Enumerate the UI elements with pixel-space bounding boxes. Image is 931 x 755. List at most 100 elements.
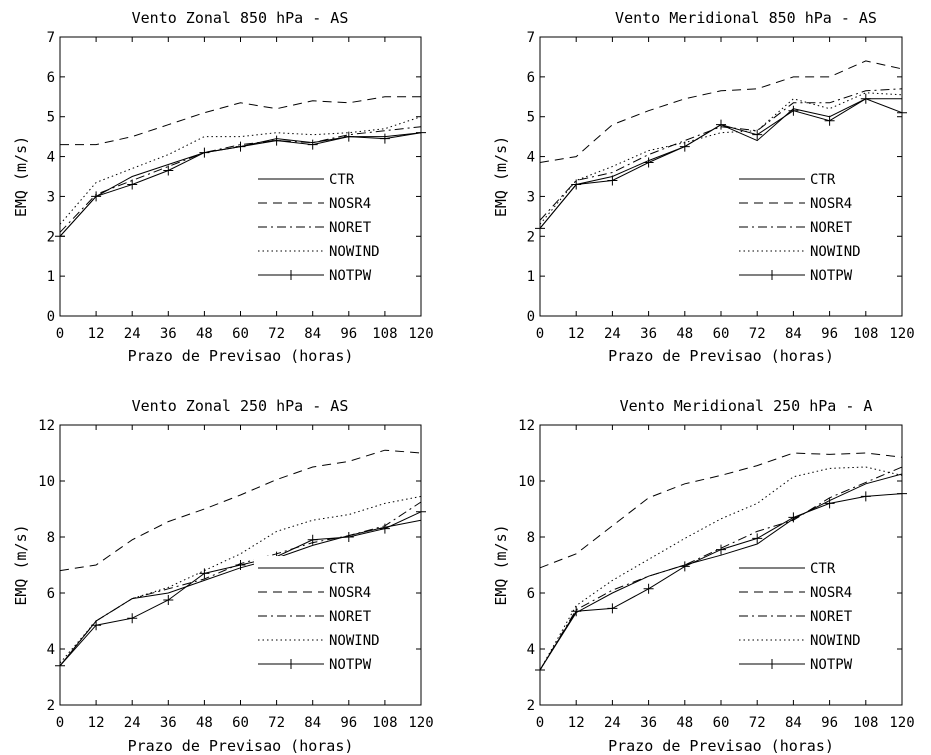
x-tick-label: 0 bbox=[56, 326, 64, 342]
x-tick-label: 36 bbox=[160, 715, 177, 731]
y-tick-label: 4 bbox=[527, 642, 535, 658]
data-point-marker bbox=[897, 107, 907, 118]
y-tick-label: 7 bbox=[527, 30, 535, 46]
data-point-marker bbox=[307, 534, 318, 545]
y-axis-label: EMQ (m/s) bbox=[12, 524, 30, 605]
y-tick-label: 2 bbox=[47, 698, 55, 714]
data-point-marker bbox=[752, 129, 763, 140]
data-point-marker bbox=[824, 498, 835, 509]
series-line-noret bbox=[539, 88, 903, 221]
legend: CTR NOSR4 NORET NOWIND NOTPW bbox=[254, 556, 415, 678]
data-point-marker bbox=[607, 175, 618, 186]
legend-marker bbox=[286, 659, 296, 669]
x-tick-label: 48 bbox=[676, 715, 693, 731]
legend-label: NOTPW bbox=[810, 268, 853, 284]
y-tick-label: 0 bbox=[527, 309, 535, 325]
legend-label: NORET bbox=[810, 220, 853, 236]
data-point-marker bbox=[163, 165, 174, 176]
series-line-ctr bbox=[539, 473, 903, 671]
x-tick-label: 24 bbox=[124, 326, 141, 342]
data-point-marker bbox=[679, 141, 690, 152]
x-tick-label: 108 bbox=[372, 326, 397, 342]
x-tick-label: 108 bbox=[372, 715, 397, 731]
legend-background bbox=[254, 556, 415, 678]
data-point-marker bbox=[860, 93, 871, 104]
data-point-marker bbox=[860, 491, 871, 502]
data-point-marker bbox=[788, 105, 799, 116]
x-axis-label: Prazo de Previsao (horas) bbox=[128, 737, 354, 755]
data-point-marker bbox=[824, 115, 835, 126]
series-line-noret bbox=[59, 126, 422, 233]
series-line-nowind bbox=[59, 116, 422, 225]
data-point-marker bbox=[607, 603, 618, 614]
data-point-marker bbox=[163, 595, 174, 605]
x-tick-label: 48 bbox=[196, 715, 213, 731]
x-tick-label: 0 bbox=[536, 326, 544, 342]
data-point-marker bbox=[199, 568, 210, 579]
y-tick-label: 6 bbox=[527, 70, 535, 86]
data-point-marker bbox=[716, 119, 726, 130]
x-tick-label: 36 bbox=[160, 326, 177, 342]
data-point-marker bbox=[127, 613, 138, 624]
x-tick-label: 108 bbox=[853, 326, 878, 342]
x-tick-label: 36 bbox=[640, 326, 657, 342]
data-point-marker bbox=[416, 127, 426, 138]
legend-label: NOSR4 bbox=[329, 585, 371, 601]
x-tick-label: 96 bbox=[821, 715, 838, 731]
x-tick-label: 72 bbox=[749, 326, 766, 342]
legend-label: NOTPW bbox=[810, 657, 853, 673]
data-point-marker bbox=[788, 512, 799, 523]
legend: CTR NOSR4 NORET NOWIND NOTPW bbox=[735, 556, 896, 678]
series-line-nosr4 bbox=[539, 452, 903, 569]
y-axis-label: EMQ (m/s) bbox=[492, 524, 510, 605]
y-tick-label: 0 bbox=[47, 309, 55, 325]
x-tick-label: 60 bbox=[232, 715, 249, 731]
y-tick-label: 3 bbox=[47, 189, 55, 205]
x-tick-label: 84 bbox=[304, 715, 321, 731]
data-point-marker bbox=[571, 606, 582, 617]
x-tick-label: 24 bbox=[124, 715, 141, 731]
x-axis-label: Prazo de Previsao (horas) bbox=[128, 347, 354, 365]
x-tick-label: 72 bbox=[268, 715, 285, 731]
legend-label: CTR bbox=[810, 172, 836, 188]
x-tick-label: 72 bbox=[749, 715, 766, 731]
legend-background bbox=[735, 167, 896, 289]
data-point-marker bbox=[91, 191, 102, 202]
legend-label: NORET bbox=[329, 609, 372, 625]
chart-panel-1: Vento Zonal 850 hPa - AS0 12 24 36 48 60 72 84 9… bbox=[12, 9, 434, 365]
y-tick-label: 7 bbox=[47, 30, 55, 46]
x-tick-label: 24 bbox=[604, 326, 621, 342]
y-tick-label: 8 bbox=[47, 530, 55, 546]
x-tick-label: 12 bbox=[568, 715, 585, 731]
data-point-marker bbox=[752, 533, 763, 544]
x-tick-label: 84 bbox=[785, 715, 802, 731]
legend-label: NOWIND bbox=[329, 633, 380, 649]
legend-label: CTR bbox=[329, 172, 355, 188]
data-point-marker bbox=[91, 620, 102, 631]
legend-label: NORET bbox=[810, 609, 853, 625]
data-point-marker bbox=[571, 179, 582, 190]
y-tick-label: 6 bbox=[527, 586, 535, 602]
x-tick-label: 12 bbox=[88, 326, 105, 342]
chart-title: Vento Meridional 850 hPa - AS bbox=[615, 9, 877, 27]
data-point-marker bbox=[307, 139, 318, 150]
y-tick-label: 4 bbox=[47, 150, 55, 166]
y-tick-label: 3 bbox=[527, 189, 535, 205]
y-tick-label: 12 bbox=[38, 418, 55, 434]
data-point-marker bbox=[271, 135, 282, 146]
chart-title: Vento Meridional 250 hPa - A bbox=[620, 397, 873, 415]
data-point-marker bbox=[343, 532, 354, 542]
legend-label: NORET bbox=[329, 220, 372, 236]
chart-title: Vento Zonal 250 hPa - AS bbox=[132, 397, 349, 415]
data-point-marker bbox=[235, 141, 246, 152]
x-tick-label: 120 bbox=[889, 326, 914, 342]
x-tick-label: 36 bbox=[640, 715, 657, 731]
y-axis-label: EMQ (m/s) bbox=[492, 136, 510, 217]
y-tick-label: 6 bbox=[47, 70, 55, 86]
x-tick-label: 72 bbox=[268, 326, 285, 342]
x-tick-label: 84 bbox=[304, 326, 321, 342]
y-tick-label: 5 bbox=[47, 110, 55, 126]
data-point-marker bbox=[55, 660, 65, 671]
data-point-marker bbox=[416, 506, 426, 517]
